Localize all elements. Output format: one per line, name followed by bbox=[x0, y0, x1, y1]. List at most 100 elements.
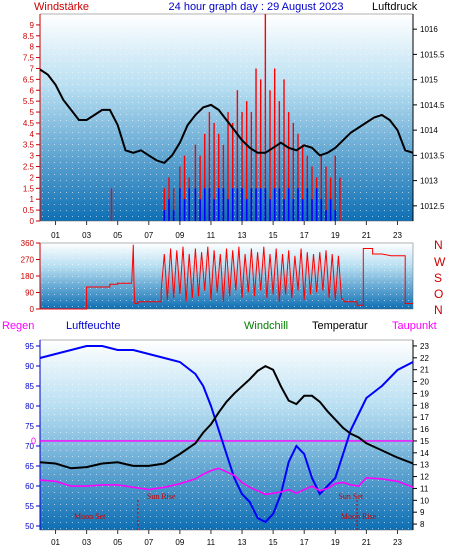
wind-speed-tick-label: 0.5 bbox=[23, 206, 35, 215]
wind-speed-tick-label: 2.5 bbox=[23, 163, 35, 172]
wind-speed-tick-label: 7 bbox=[30, 64, 35, 73]
direction-tick-label: 180 bbox=[21, 272, 35, 281]
x-tick-label: 13 bbox=[238, 231, 247, 240]
wind-speed-tick-label: 3 bbox=[30, 152, 35, 161]
legend-rain: Regen bbox=[2, 320, 34, 332]
x-tick-label: 21 bbox=[362, 231, 371, 240]
pressure-tick-label: 1015 bbox=[420, 76, 438, 85]
temperature-tick-label: 9 bbox=[420, 508, 425, 517]
wind-speed-tick-label: 1.5 bbox=[23, 184, 35, 193]
legend-dewpoint: Taupunkt bbox=[392, 320, 437, 332]
pressure-tick-label: 1014 bbox=[420, 126, 438, 135]
wind-speed-tick-label: 2 bbox=[30, 173, 35, 182]
moon-rise-label: Moon Rise bbox=[341, 512, 377, 521]
temperature-tick-label: 20 bbox=[420, 378, 429, 387]
x-tick-label: 01 bbox=[51, 538, 60, 547]
x-tick-label: 05 bbox=[113, 538, 122, 547]
humidity-tick-label: 60 bbox=[25, 482, 34, 491]
rain-axis-label: 0 bbox=[31, 436, 36, 446]
x-tick-label: 09 bbox=[175, 231, 184, 240]
dewpoint-line bbox=[39, 467, 414, 496]
direction-tick-label: 360 bbox=[21, 239, 35, 248]
wind-speed-tick-label: 6.5 bbox=[23, 75, 35, 84]
x-tick-label: 13 bbox=[238, 538, 247, 547]
direction-tick-label: 90 bbox=[25, 289, 34, 298]
direction-letter-n-top: N bbox=[434, 238, 443, 252]
x-tick-label: 15 bbox=[269, 538, 278, 547]
x-tick-label: 11 bbox=[207, 538, 216, 547]
temperature-tick-label: 19 bbox=[420, 389, 429, 398]
wind-speed-tick-label: 4.5 bbox=[23, 119, 35, 128]
wind-speed-tick-label: 1 bbox=[30, 195, 35, 204]
x-tick-label: 19 bbox=[331, 538, 340, 547]
temperature-tick-label: 18 bbox=[420, 401, 429, 410]
humidity-tick-label: 95 bbox=[25, 342, 34, 351]
x-tick-label: 19 bbox=[331, 231, 340, 240]
wind-speed-tick-label: 5.5 bbox=[23, 97, 35, 106]
sun-rise-label: Sun Rise bbox=[147, 492, 176, 501]
direction-tick-label: 270 bbox=[21, 256, 35, 265]
temperature-tick-label: 23 bbox=[420, 342, 429, 351]
temperature-tick-label: 12 bbox=[420, 473, 429, 482]
humidity-tick-label: 75 bbox=[25, 422, 34, 431]
direction-letter-s: S bbox=[434, 271, 442, 285]
wind-speed-tick-label: 8 bbox=[30, 43, 35, 52]
direction-letter-n-bottom: N bbox=[434, 303, 443, 317]
temperature-tick-label: 15 bbox=[420, 437, 429, 446]
temperature-tick-label: 22 bbox=[420, 354, 429, 363]
x-tick-label: 23 bbox=[393, 538, 402, 547]
x-tick-label: 21 bbox=[362, 538, 371, 547]
x-tick-label: 17 bbox=[300, 231, 309, 240]
legend-humidity: Luftfeuchte bbox=[66, 320, 120, 332]
humidity-tick-label: 50 bbox=[25, 522, 34, 531]
x-tick-label: 17 bbox=[300, 538, 309, 547]
pressure-tick-label: 1012.5 bbox=[420, 202, 445, 211]
x-tick-label: 15 bbox=[269, 231, 278, 240]
x-tick-label: 11 bbox=[207, 231, 216, 240]
x-tick-label: 09 bbox=[175, 538, 184, 547]
humidity-tick-label: 70 bbox=[25, 442, 34, 451]
legend-windchill: Windchill bbox=[244, 320, 288, 332]
moon-set-label: Moon Set bbox=[74, 512, 106, 521]
temperature-tick-label: 13 bbox=[420, 461, 429, 470]
pressure-line bbox=[39, 68, 414, 165]
x-tick-label: 07 bbox=[144, 231, 153, 240]
humidity-tick-label: 85 bbox=[25, 382, 34, 391]
direction-tick-label: 0 bbox=[30, 305, 35, 314]
x-tick-label: 03 bbox=[82, 538, 91, 547]
x-tick-label: 23 bbox=[393, 231, 402, 240]
pressure-tick-label: 1013.5 bbox=[420, 151, 445, 160]
humidity-tick-label: 55 bbox=[25, 502, 34, 511]
temperature-tick-label: 17 bbox=[420, 413, 429, 422]
temperature-tick-label: 10 bbox=[420, 496, 429, 505]
temperature-line bbox=[39, 364, 414, 470]
legend-temperature: Temperatur bbox=[312, 320, 368, 332]
sun-set-label: Sun Set bbox=[338, 492, 363, 501]
direction-letter-o: O bbox=[434, 287, 443, 301]
wind-speed-tick-label: 4 bbox=[30, 130, 35, 139]
wind-speed-tick-label: 6 bbox=[30, 86, 35, 95]
wind-speed-tick-label: 3.5 bbox=[23, 141, 35, 150]
humidity-tick-label: 90 bbox=[25, 362, 34, 371]
temperature-tick-label: 11 bbox=[420, 484, 429, 493]
temperature-tick-label: 14 bbox=[420, 449, 429, 458]
wind-speed-tick-label: 9 bbox=[30, 21, 35, 30]
pressure-tick-label: 1013 bbox=[420, 177, 438, 186]
temperature-tick-label: 8 bbox=[420, 520, 425, 529]
pressure-tick-label: 1014.5 bbox=[420, 101, 445, 110]
wind-direction-line bbox=[40, 244, 413, 310]
humidity-tick-label: 80 bbox=[25, 402, 34, 411]
humidity-tick-label: 65 bbox=[25, 462, 34, 471]
x-tick-label: 03 bbox=[82, 231, 91, 240]
wind-speed-tick-label: 7.5 bbox=[23, 54, 35, 63]
pressure-tick-label: 1016 bbox=[420, 25, 438, 34]
x-tick-label: 07 bbox=[144, 538, 153, 547]
humidity-line bbox=[39, 345, 414, 524]
temperature-tick-label: 16 bbox=[420, 425, 429, 434]
wind-speed-tick-label: 5 bbox=[30, 108, 35, 117]
wind-speed-tick-label: 8.5 bbox=[23, 32, 35, 41]
wind-speed-tick-label: 0 bbox=[30, 217, 35, 226]
wind-speed-label: Windstärke bbox=[34, 1, 89, 13]
x-tick-label: 01 bbox=[51, 231, 60, 240]
